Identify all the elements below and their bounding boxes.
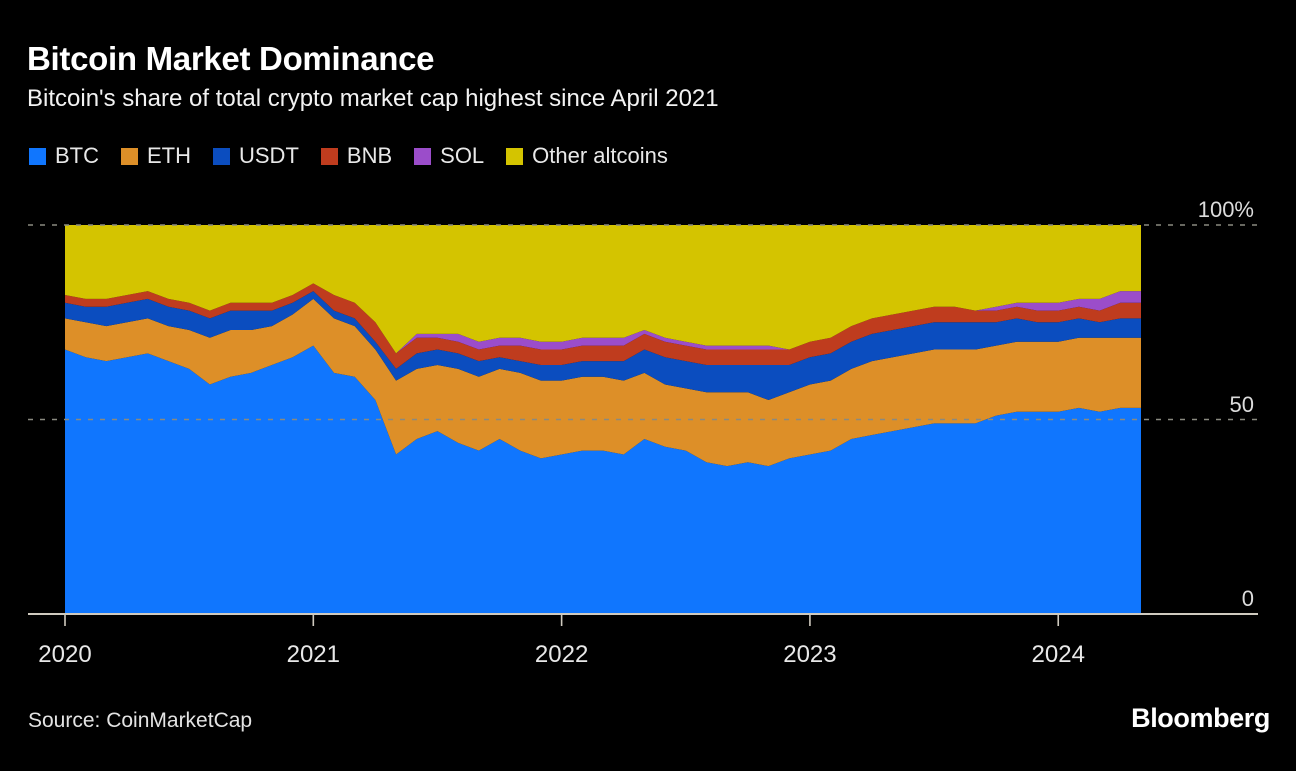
y-tick-label-0: 0	[1241, 586, 1254, 611]
legend-swatch-icon	[414, 147, 432, 165]
legend-swatch-icon	[121, 147, 138, 165]
legend-item-sol[interactable]: SOL	[414, 143, 484, 169]
legend-item-usdt[interactable]: USDT	[213, 143, 299, 169]
legend-swatch-icon	[213, 147, 230, 165]
x-tick-label-2022: 2022	[534, 641, 589, 668]
y-tick-label-50: 50	[1229, 391, 1254, 417]
area-band-btc	[65, 345, 1141, 614]
area-band-other-altcoins	[65, 225, 1141, 354]
legend-label: ETH	[147, 143, 191, 168]
legend-label: Other altcoins	[532, 143, 668, 168]
area-band-usdt	[65, 291, 1141, 401]
legend-label: USDT	[239, 143, 299, 168]
area-band-eth	[65, 298, 1141, 467]
x-tick-label-2024: 2024	[1031, 641, 1085, 668]
chart-legend: BTC ETH USDT BNB SOL Other altcoins	[29, 143, 690, 169]
legend-label: BTC	[55, 143, 99, 168]
bloomberg-logo: Bloomberg	[1131, 703, 1270, 733]
area-band-sol	[65, 283, 1141, 354]
legend-swatch-icon	[320, 147, 338, 165]
x-tick-label-2021: 2021	[286, 641, 340, 668]
legend-item-other-altcoins[interactable]: Other altcoins	[506, 143, 668, 169]
legend-item-eth[interactable]: ETH	[121, 143, 191, 169]
source-note: Source: CoinMarketCap	[28, 709, 253, 732]
legend-item-btc[interactable]: BTC	[29, 143, 99, 169]
legend-label: BNB	[346, 143, 393, 168]
y-tick-label-100: 100%	[1197, 197, 1254, 222]
page-title: Bitcoin Market Dominance	[27, 40, 435, 77]
legend-item-bnb[interactable]: BNB	[320, 143, 393, 169]
legend-swatch-icon	[506, 147, 524, 165]
x-tick-label-2020: 2020	[38, 641, 92, 668]
page-subtitle: Bitcoin's share of total crypto market c…	[27, 85, 719, 112]
legend-swatch-icon	[29, 147, 46, 165]
x-tick-label-2023: 2023	[783, 641, 837, 668]
legend-label: SOL	[440, 143, 485, 168]
area-band-bnb	[65, 283, 1141, 369]
